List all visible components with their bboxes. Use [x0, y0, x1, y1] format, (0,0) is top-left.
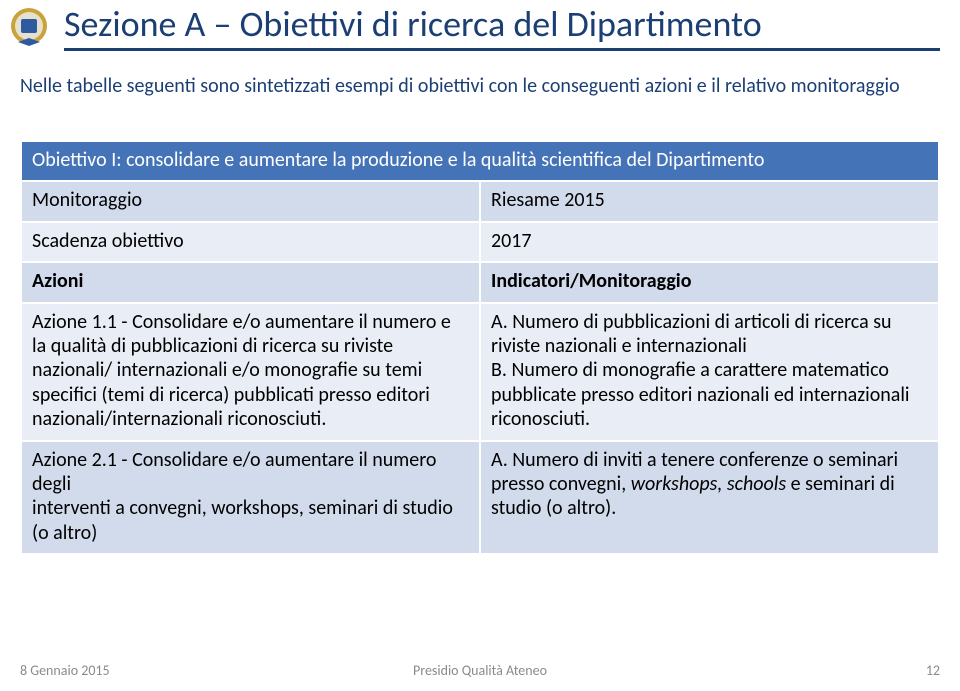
- table-cell-left: Azione 2.1 - Consolidare e/o aumentare i…: [21, 441, 480, 555]
- table-cell-right: Indicatori/Monitoraggio: [480, 262, 939, 302]
- footer-page: 12: [633, 662, 940, 679]
- table-cell-left: Scadenza obiettivo: [21, 222, 480, 262]
- table-cell-right: 2017: [480, 222, 939, 262]
- slide: Sezione A – Obiettivi di ricerca del Dip…: [0, 0, 960, 691]
- table: Obiettivo I: consolidare e aumentare la …: [20, 140, 940, 555]
- slide-footer: 8 Gennaio 2015 Presidio Qualità Ateneo 1…: [20, 659, 940, 681]
- table-row: AzioniIndicatori/Monitoraggio: [21, 262, 939, 302]
- table-header-row: Obiettivo I: consolidare e aumentare la …: [21, 141, 939, 181]
- footer-center: Presidio Qualità Ateneo: [327, 662, 634, 679]
- table-cell-left: Azioni: [21, 262, 480, 302]
- table-header-cell: Obiettivo I: consolidare e aumentare la …: [21, 141, 939, 181]
- university-seal-icon: [8, 6, 50, 48]
- table-row: MonitoraggioRiesame 2015: [21, 181, 939, 221]
- objectives-table: Obiettivo I: consolidare e aumentare la …: [20, 140, 940, 555]
- table-row: Azione 1.1 - Consolidare e/o aumentare i…: [21, 303, 939, 441]
- table-cell-left: Azione 1.1 - Consolidare e/o aumentare i…: [21, 303, 480, 441]
- title-bar: Sezione A – Obiettivi di ricerca del Dip…: [64, 6, 940, 51]
- table-cell-right: Riesame 2015: [480, 181, 939, 221]
- table-cell-left: Monitoraggio: [21, 181, 480, 221]
- footer-date: 8 Gennaio 2015: [20, 662, 327, 679]
- intro-paragraph: Nelle tabelle seguenti sono sintetizzati…: [20, 74, 936, 98]
- table-cell-right: A. Numero di pubblicazioni di articoli d…: [480, 303, 939, 441]
- slide-title: Sezione A – Obiettivi di ricerca del Dip…: [64, 6, 940, 44]
- table-row: Azione 2.1 - Consolidare e/o aumentare i…: [21, 441, 939, 555]
- table-row: Scadenza obiettivo2017: [21, 222, 939, 262]
- table-cell-right: A. Numero di inviti a tenere conferenze …: [480, 441, 939, 555]
